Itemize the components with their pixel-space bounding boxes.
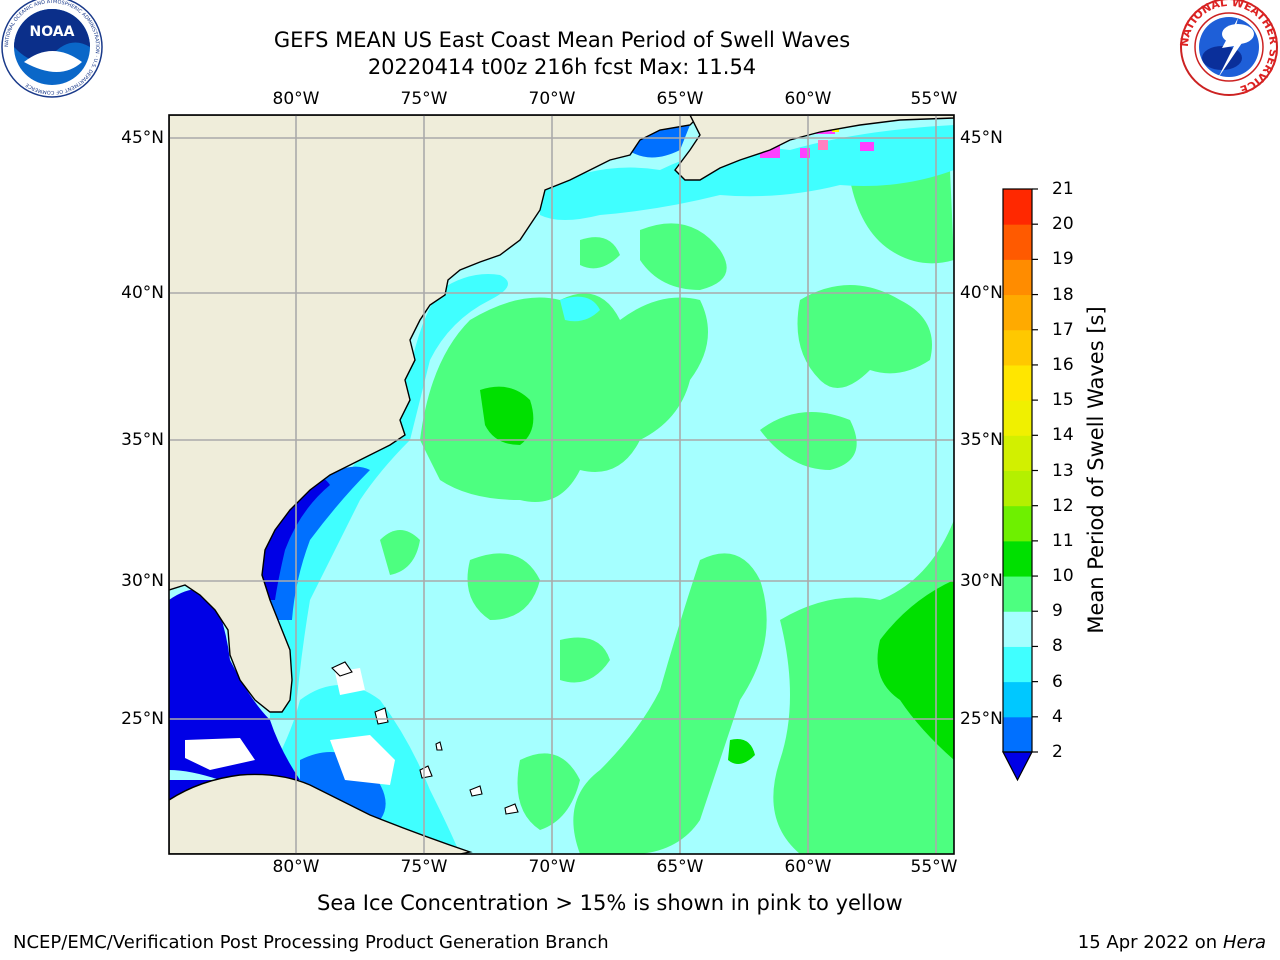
- colorbar-title: Mean Period of Swell Waves [s]: [1084, 306, 1108, 634]
- colorbar-label: 20: [1052, 214, 1074, 235]
- lon-label-top-65w: 65°W: [656, 89, 704, 109]
- colorbar-segment: [1003, 294, 1032, 331]
- no-data-patches: [185, 668, 395, 785]
- nws-logo: NATIONAL WEATHER SERVICE: [1178, 0, 1280, 96]
- producer-credit: NCEP/EMC/Verification Post Processing Pr…: [13, 932, 609, 953]
- colorbar-label: 10: [1052, 566, 1074, 587]
- colorbar-label: 4: [1052, 706, 1063, 727]
- lat-label-left-25n: 25°N: [121, 709, 164, 729]
- colorbar-segment: [1003, 716, 1032, 753]
- colorbar-label: 21: [1052, 179, 1074, 199]
- map-title: GEFS MEAN US East Coast Mean Period of S…: [273, 28, 851, 52]
- lon-label-bottom-70w: 70°W: [528, 857, 576, 877]
- colorbar-label: 2: [1052, 742, 1063, 762]
- colorbar-label: 9: [1052, 601, 1063, 622]
- lat-label-left-30n: 30°N: [121, 571, 164, 591]
- nova-scotia: [674, 115, 954, 181]
- lat-label-left-45n: 45°N: [121, 128, 164, 148]
- colorbar-label: 16: [1052, 354, 1074, 375]
- lon-label-bottom-55w: 55°W: [910, 857, 958, 877]
- colorbar-label: 6: [1052, 671, 1063, 692]
- colorbar-segment: [1003, 400, 1032, 436]
- colorbar-segment: [1003, 435, 1032, 471]
- us-mainland: [169, 115, 701, 713]
- colorbar-segment: [1003, 259, 1032, 296]
- colorbar-under-arrow: [1002, 751, 1033, 782]
- colorbar-segment: [1003, 329, 1032, 366]
- colorbar-label: 14: [1052, 425, 1074, 446]
- bahamas-islands: [331, 661, 519, 815]
- run-date: 15 Apr 2022 on: [1077, 932, 1223, 953]
- graticule: [169, 115, 954, 854]
- colorbar-label: 15: [1052, 390, 1074, 411]
- colorbar-label: 12: [1052, 495, 1074, 516]
- noaa-logo-text: NOAA: [30, 24, 75, 40]
- map-frame: [168, 114, 955, 855]
- colorbar-segment: [1003, 611, 1032, 647]
- lon-label-bottom-75w: 75°W: [400, 857, 448, 877]
- lat-label-left-40n: 40°N: [121, 283, 164, 303]
- cuba: [169, 773, 473, 854]
- lon-label-top-70w: 70°W: [528, 89, 576, 109]
- lat-label-right-40n: 40°N: [960, 283, 1003, 303]
- lon-label-top-75w: 75°W: [400, 89, 448, 109]
- noaa-logo: NOAA NATIONAL OCEANIC AND ATMOSPHERIC AD…: [1, 0, 103, 98]
- colorbar-segment: [1003, 540, 1032, 577]
- colorbar-segment: [1003, 646, 1032, 683]
- colorbar-label: 8: [1052, 636, 1063, 657]
- lon-label-bottom-60w: 60°W: [784, 857, 832, 877]
- machine-name: Hera: [1222, 932, 1266, 953]
- lat-label-right-30n: 30°N: [960, 571, 1003, 591]
- lon-label-top-80w: 80°W: [272, 89, 320, 109]
- lon-label-top-60w: 60°W: [784, 89, 832, 109]
- colorbar: [1002, 188, 1038, 782]
- colorbar-segment: [1003, 189, 1032, 225]
- lat-label-right-45n: 45°N: [960, 128, 1003, 148]
- colorbar-label: 19: [1052, 249, 1074, 270]
- colorbar-segment: [1003, 681, 1032, 718]
- colorbar-segment: [1003, 470, 1032, 507]
- colorbar-label: 13: [1052, 460, 1074, 481]
- lat-label-right-25n: 25°N: [960, 709, 1003, 729]
- colorbar-segment: [1003, 576, 1032, 612]
- colorbar-label: 18: [1052, 284, 1074, 305]
- map-subtitle: 20220414 t00z 216h fcst Max: 11.54: [367, 55, 757, 79]
- lat-label-left-35n: 35°N: [121, 430, 164, 450]
- swell-10-11s-zones: [480, 386, 954, 764]
- run-date-stamp: 15 Apr 2022 on Hera: [1078, 932, 1266, 953]
- colorbar-label: 17: [1052, 319, 1074, 340]
- lat-label-right-35n: 35°N: [960, 430, 1003, 450]
- lon-label-top-55w: 55°W: [910, 89, 958, 109]
- sea-ice-note: Sea Ice Concentration > 15% is shown in …: [317, 891, 903, 915]
- colorbar-segment: [1003, 505, 1032, 542]
- lon-label-bottom-80w: 80°W: [272, 857, 320, 877]
- colorbar-segment: [1003, 364, 1032, 401]
- colorbar-segment: [1003, 224, 1032, 260]
- colorbar-label: 11: [1052, 530, 1074, 551]
- lon-label-bottom-65w: 65°W: [656, 857, 704, 877]
